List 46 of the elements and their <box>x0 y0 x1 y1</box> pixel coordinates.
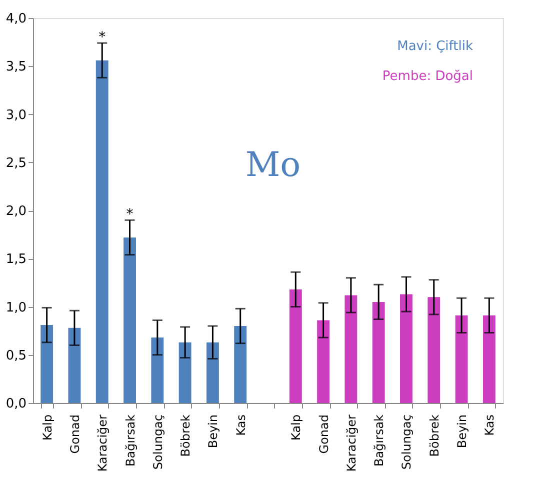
bar <box>400 294 412 403</box>
bar <box>124 237 136 403</box>
bar <box>455 315 468 403</box>
y-tick-label: 1,0 <box>6 300 26 316</box>
bar <box>372 302 385 403</box>
x-tick-label: Karaciğer <box>96 414 110 472</box>
text: Pembe: Doğal <box>382 69 473 84</box>
y-tick-label: 0,0 <box>6 396 26 412</box>
bar <box>482 315 496 403</box>
bar <box>178 342 192 403</box>
y-tick-label: 2,5 <box>6 156 26 171</box>
x-tick-label: Gonad <box>68 414 82 454</box>
x-tick-label: Karaciğer <box>344 414 358 472</box>
y-tick-label: 0,5 <box>6 348 26 364</box>
bar <box>344 295 358 403</box>
x-tick-label: Bağırsak <box>123 414 138 467</box>
x-tick-label: Solungaç <box>400 414 414 470</box>
x-tick-label: Böbrek <box>178 414 193 457</box>
y-tick-label: 3,0 <box>6 108 26 123</box>
x-tick-label: Beyin <box>206 414 220 448</box>
y-tick-label: 4,0 <box>6 12 26 26</box>
bar <box>317 320 330 403</box>
x-tick-label: Kas <box>482 414 497 436</box>
bar <box>428 297 440 403</box>
x-tick-label: Solungaç <box>150 414 165 470</box>
x-tick-label: Böbrek <box>427 414 442 457</box>
x-tick-label: Bağırsak <box>372 414 386 467</box>
x-tick-label: Beyin <box>455 414 470 448</box>
y-tick-label: 2,0 <box>6 204 26 219</box>
x-tick-label: Kalp <box>40 414 54 440</box>
x-tick-label: Kas <box>234 414 248 436</box>
x-tick-label: Gonad <box>316 414 331 454</box>
bar <box>96 60 108 403</box>
bar <box>289 289 302 403</box>
x-tick-label: Kalp <box>289 414 304 440</box>
bar <box>234 326 247 403</box>
annotation: * <box>126 206 134 222</box>
text: Mo <box>245 145 301 185</box>
bar <box>206 342 219 403</box>
bar <box>151 338 164 403</box>
bar <box>40 325 54 403</box>
y-tick-label: 1,5 <box>6 252 26 268</box>
y-tick-label: 3,5 <box>6 60 26 75</box>
annotation: * <box>98 29 106 46</box>
text: Mavi: Çiftlik <box>397 39 474 54</box>
bar <box>68 328 81 403</box>
